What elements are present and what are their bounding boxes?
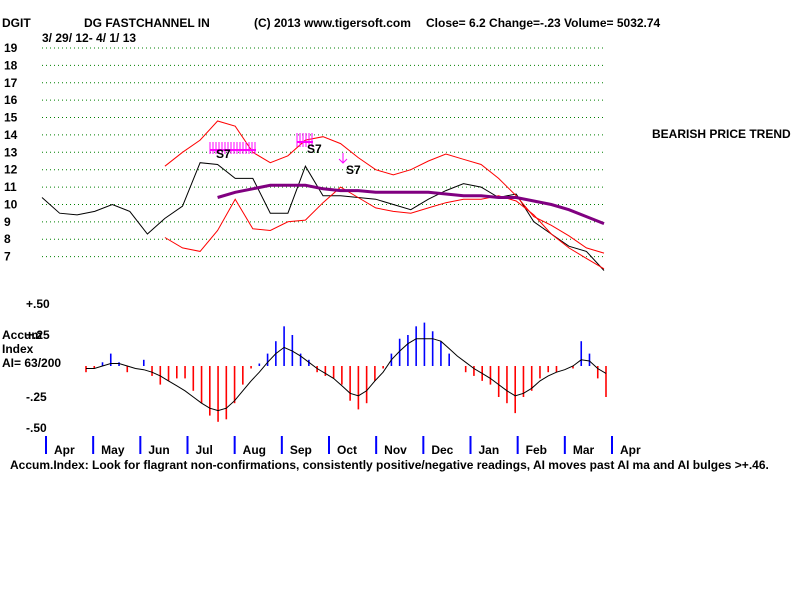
series-close bbox=[41, 162, 605, 271]
month-label-11: Mar bbox=[573, 443, 595, 457]
price-grid bbox=[42, 47, 604, 258]
footer-note: Accum.Index: Look for flagrant non-confi… bbox=[10, 458, 769, 472]
accum-tick--.50: -.50 bbox=[26, 421, 47, 435]
series-ma bbox=[217, 183, 605, 225]
accum-panel: +.50 +.25 -.25 -.50 bbox=[26, 297, 607, 435]
month-label-6: Oct bbox=[337, 443, 357, 457]
accum-tick--.25: -.25 bbox=[26, 390, 47, 404]
month-label-5: Sep bbox=[290, 443, 312, 457]
y-tick-16: 16 bbox=[4, 93, 18, 107]
copyright: (C) 2013 www.tigersoft.com bbox=[254, 16, 411, 30]
date-range: 3/ 29/ 12- 4/ 1/ 13 bbox=[42, 31, 137, 45]
month-label-3: Jul bbox=[196, 443, 213, 457]
trend-label: BEARISH PRICE TREND bbox=[652, 127, 791, 141]
month-label-10: Feb bbox=[526, 443, 547, 457]
signal-label-2: S7 bbox=[346, 163, 361, 177]
signal-arrow-2 bbox=[338, 153, 348, 164]
month-label-2: Jun bbox=[148, 443, 169, 457]
company-name: DG FASTCHANNEL IN bbox=[84, 16, 210, 30]
accum-label-3: AI= 63/200 bbox=[2, 356, 62, 370]
month-axis: Apr May Jun Jul Aug Sep Oct Nov Dec Jan Feb Mar Apr bbox=[45, 436, 641, 457]
y-tick-15: 15 bbox=[4, 111, 18, 125]
series-lower-band bbox=[164, 186, 605, 270]
price-y-axis: 19 18 17 16 15 14 13 12 11 10 9 8 7 bbox=[4, 41, 18, 264]
accum-tick-+.25: +.25 bbox=[26, 328, 50, 342]
y-tick-9: 9 bbox=[4, 215, 11, 229]
y-tick-10: 10 bbox=[4, 197, 18, 211]
month-label-1: May bbox=[101, 443, 125, 457]
price-stats: Close= 6.2 Change=-.23 Volume= 5032.74 bbox=[426, 16, 661, 30]
signal-markers: S7 S7 S7 bbox=[209, 133, 361, 177]
accum-ma-line bbox=[86, 338, 607, 412]
accum-label-2: Index bbox=[2, 342, 34, 356]
month-label-9: Jan bbox=[479, 443, 500, 457]
y-tick-12: 12 bbox=[4, 163, 18, 177]
accum-tick-+.50: +.50 bbox=[26, 297, 50, 311]
month-label-12: Apr bbox=[620, 443, 641, 457]
month-label-7: Nov bbox=[384, 443, 407, 457]
ticker: DGIT bbox=[2, 16, 31, 30]
month-label-0: Apr bbox=[54, 443, 75, 457]
month-label-8: Dec bbox=[431, 443, 453, 457]
signal-label-1: S7 bbox=[307, 142, 322, 156]
y-tick-14: 14 bbox=[4, 128, 18, 142]
y-tick-13: 13 bbox=[4, 145, 18, 159]
month-label-4: Aug bbox=[243, 443, 266, 457]
y-tick-17: 17 bbox=[4, 76, 18, 90]
signal-label-0: S7 bbox=[216, 147, 231, 161]
y-tick-19: 19 bbox=[4, 41, 18, 55]
y-tick-18: 18 bbox=[4, 58, 18, 72]
y-tick-8: 8 bbox=[4, 232, 11, 246]
accum-label-1: Accum bbox=[2, 328, 43, 342]
y-tick-11: 11 bbox=[4, 180, 17, 194]
y-tick-7: 7 bbox=[4, 250, 11, 264]
price-series bbox=[41, 120, 605, 271]
